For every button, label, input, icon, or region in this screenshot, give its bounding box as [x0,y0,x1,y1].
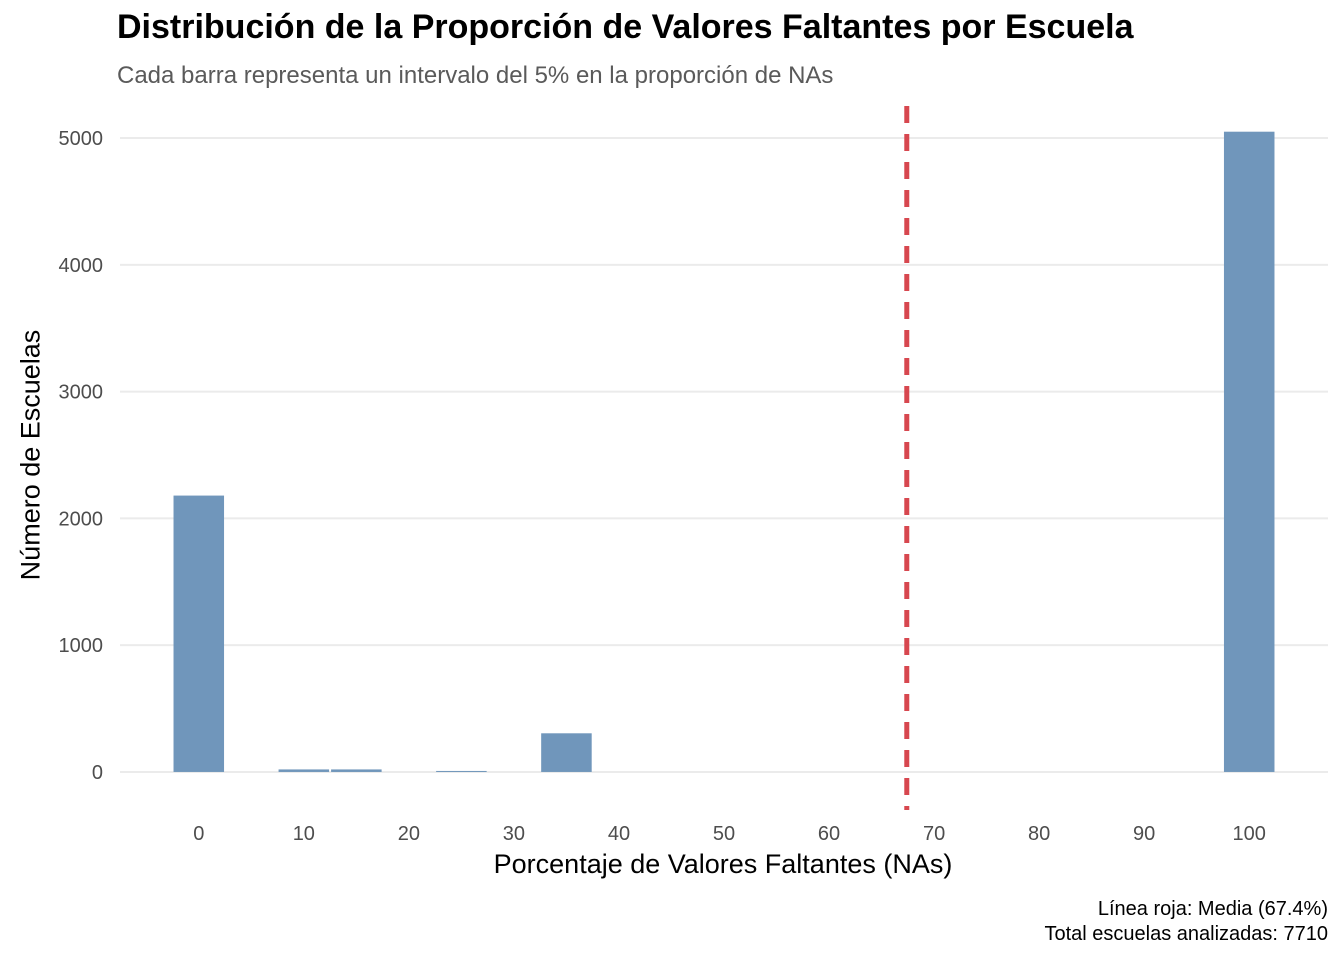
x-tick-label: 20 [398,823,420,845]
histogram-bar [331,769,382,772]
x-axis-label: Porcentaje de Valores Faltantes (NAs) [493,849,953,879]
y-tick-label: 1000 [59,635,104,657]
x-tick-label: 30 [503,823,525,845]
y-tick-label: 0 [92,762,103,784]
x-tick-label: 50 [713,823,735,845]
x-tick-label: 10 [293,823,315,845]
histogram-bar [173,495,225,772]
histogram-bar [278,769,330,772]
histogram-bar [1223,131,1275,772]
x-tick-label: 0 [193,823,204,845]
chart-caption: Línea roja: Media (67.4%) Total escuelas… [1044,897,1328,947]
x-tick-label: 80 [1028,823,1050,845]
caption-line-total: Total escuelas analizadas: 7710 [1044,923,1328,945]
caption-line-mean: Línea roja: Media (67.4%) [1097,898,1328,920]
x-tick-label: 40 [608,823,630,845]
x-tick-label: 100 [1233,823,1266,845]
chart-title: Distribución de la Proporción de Valores… [117,8,1134,46]
y-tick-label: 2000 [59,508,104,530]
y-tick-label: 3000 [59,382,104,404]
y-tick-label: 5000 [59,128,104,150]
chart-subtitle: Cada barra representa un intervalo del 5… [117,62,834,89]
histogram-bar [541,733,592,772]
x-tick-label: 60 [818,823,840,845]
x-tick-label: 90 [1133,823,1155,845]
histogram-bar [436,770,487,772]
y-tick-label: 4000 [59,255,104,277]
y-axis-label: Número de Escuelas [15,329,46,581]
x-tick-label: 70 [923,823,945,845]
